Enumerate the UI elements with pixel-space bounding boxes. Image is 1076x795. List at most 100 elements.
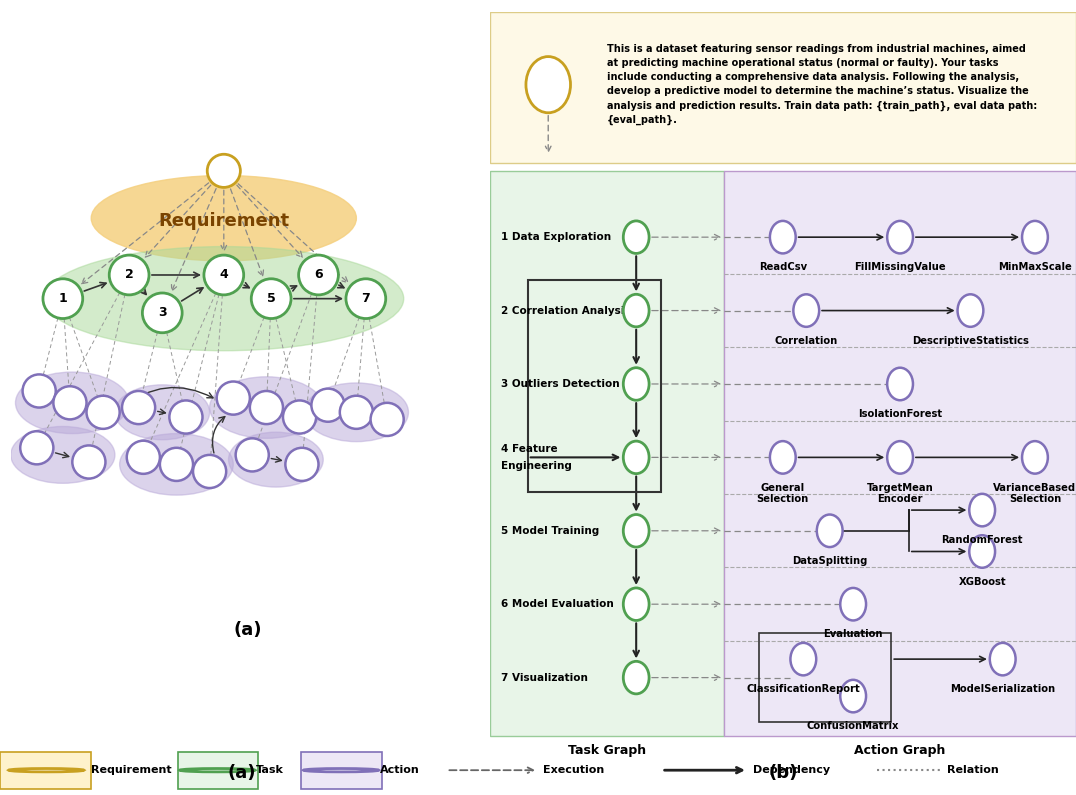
Circle shape bbox=[1022, 441, 1048, 474]
Circle shape bbox=[20, 431, 54, 464]
Text: XGBoost: XGBoost bbox=[959, 576, 1006, 587]
Circle shape bbox=[969, 494, 995, 526]
Text: DataSplitting: DataSplitting bbox=[792, 556, 867, 566]
Text: Task: Task bbox=[256, 766, 284, 775]
Circle shape bbox=[250, 391, 283, 424]
Circle shape bbox=[169, 401, 202, 433]
Circle shape bbox=[888, 221, 912, 254]
Circle shape bbox=[1022, 221, 1048, 254]
Circle shape bbox=[72, 445, 105, 479]
Circle shape bbox=[311, 389, 344, 422]
Circle shape bbox=[142, 293, 182, 333]
Circle shape bbox=[623, 514, 649, 547]
Circle shape bbox=[110, 255, 148, 295]
Circle shape bbox=[208, 154, 240, 188]
Text: Evaluation: Evaluation bbox=[823, 630, 883, 639]
Text: (b): (b) bbox=[768, 763, 798, 781]
Circle shape bbox=[623, 588, 649, 620]
Text: ReadCsv: ReadCsv bbox=[759, 262, 807, 273]
Circle shape bbox=[180, 769, 255, 772]
Text: 3 Outliers Detection: 3 Outliers Detection bbox=[501, 379, 620, 389]
Text: 2: 2 bbox=[125, 269, 133, 281]
Text: 7 Visualization: 7 Visualization bbox=[501, 673, 589, 683]
Text: ModelSerialization: ModelSerialization bbox=[950, 684, 1056, 694]
Circle shape bbox=[623, 661, 649, 694]
Text: (a): (a) bbox=[233, 621, 261, 639]
Ellipse shape bbox=[119, 433, 233, 495]
Circle shape bbox=[193, 455, 226, 488]
Text: 5: 5 bbox=[267, 292, 275, 305]
Circle shape bbox=[990, 643, 1016, 676]
Text: VarianceBased
Selection: VarianceBased Selection bbox=[993, 483, 1076, 504]
Text: General
Selection: General Selection bbox=[756, 483, 809, 504]
Circle shape bbox=[770, 441, 795, 474]
Circle shape bbox=[340, 396, 373, 429]
Circle shape bbox=[122, 391, 155, 424]
FancyBboxPatch shape bbox=[490, 171, 724, 736]
Ellipse shape bbox=[115, 385, 210, 440]
Circle shape bbox=[623, 221, 649, 254]
Text: 5 Model Training: 5 Model Training bbox=[501, 525, 599, 536]
Circle shape bbox=[793, 294, 819, 327]
Text: 3: 3 bbox=[158, 306, 167, 320]
FancyBboxPatch shape bbox=[301, 751, 382, 789]
Ellipse shape bbox=[305, 383, 409, 442]
Ellipse shape bbox=[228, 432, 323, 487]
Circle shape bbox=[43, 279, 83, 319]
Text: Action: Action bbox=[380, 766, 420, 775]
Circle shape bbox=[299, 255, 338, 295]
Text: Requirement: Requirement bbox=[158, 211, 289, 230]
Ellipse shape bbox=[15, 372, 129, 433]
FancyBboxPatch shape bbox=[178, 751, 258, 789]
Text: MinMaxScale: MinMaxScale bbox=[999, 262, 1072, 273]
Circle shape bbox=[791, 643, 817, 676]
Text: IsolationForest: IsolationForest bbox=[858, 409, 943, 419]
Text: (a): (a) bbox=[228, 763, 256, 781]
Text: Execution: Execution bbox=[543, 766, 605, 775]
Text: TargetMean
Encoder: TargetMean Encoder bbox=[866, 483, 934, 504]
Circle shape bbox=[623, 441, 649, 474]
Circle shape bbox=[86, 396, 119, 429]
Ellipse shape bbox=[91, 176, 356, 261]
Ellipse shape bbox=[210, 377, 323, 438]
Text: Dependency: Dependency bbox=[753, 766, 831, 775]
Text: 6: 6 bbox=[314, 269, 323, 281]
Circle shape bbox=[236, 438, 269, 471]
Circle shape bbox=[9, 769, 84, 772]
Text: 1 Data Exploration: 1 Data Exploration bbox=[501, 232, 611, 242]
Text: 2 Correlation Analysis: 2 Correlation Analysis bbox=[501, 305, 631, 316]
Text: DescriptiveStatistics: DescriptiveStatistics bbox=[912, 335, 1029, 346]
FancyBboxPatch shape bbox=[490, 12, 1076, 164]
Text: RandomForest: RandomForest bbox=[942, 535, 1023, 545]
Circle shape bbox=[840, 588, 866, 620]
FancyBboxPatch shape bbox=[0, 751, 91, 789]
Text: Engineering: Engineering bbox=[501, 461, 572, 471]
Circle shape bbox=[54, 386, 86, 420]
Circle shape bbox=[958, 294, 983, 327]
Text: Task Graph: Task Graph bbox=[568, 744, 646, 757]
Circle shape bbox=[817, 514, 843, 547]
Text: 4 Feature: 4 Feature bbox=[501, 444, 558, 453]
Circle shape bbox=[216, 382, 250, 415]
Circle shape bbox=[840, 680, 866, 712]
Circle shape bbox=[770, 221, 795, 254]
Circle shape bbox=[888, 368, 912, 400]
Circle shape bbox=[969, 535, 995, 568]
Circle shape bbox=[285, 448, 318, 481]
Text: 6 Model Evaluation: 6 Model Evaluation bbox=[501, 599, 614, 609]
Circle shape bbox=[623, 368, 649, 400]
Circle shape bbox=[23, 374, 56, 408]
Text: 1: 1 bbox=[58, 292, 67, 305]
Ellipse shape bbox=[11, 426, 115, 483]
Text: 7: 7 bbox=[362, 292, 370, 305]
Text: Correlation: Correlation bbox=[775, 335, 838, 346]
Text: Relation: Relation bbox=[947, 766, 999, 775]
Circle shape bbox=[346, 279, 385, 319]
Circle shape bbox=[204, 255, 243, 295]
Text: FillMissingValue: FillMissingValue bbox=[854, 262, 946, 273]
Ellipse shape bbox=[44, 246, 404, 351]
Circle shape bbox=[160, 448, 193, 481]
Circle shape bbox=[283, 401, 316, 433]
Text: 4: 4 bbox=[220, 269, 228, 281]
Text: This is a dataset featuring sensor readings from industrial machines, aimed
at p: This is a dataset featuring sensor readi… bbox=[607, 45, 1037, 125]
